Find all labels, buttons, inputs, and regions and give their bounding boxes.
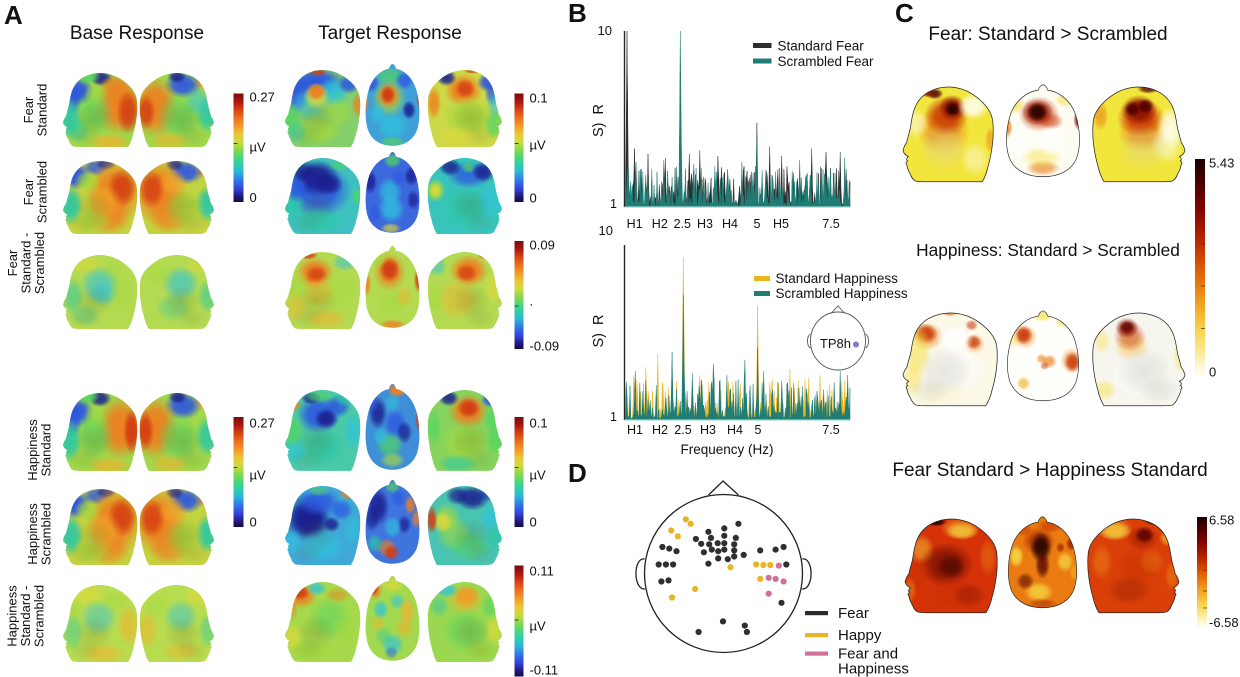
svg-text:-0.09: -0.09: [530, 338, 560, 353]
svg-text:-0.11: -0.11: [530, 662, 559, 677]
svg-text:0.27: 0.27: [250, 415, 275, 430]
svg-text:Fear: Fear: [21, 96, 36, 123]
svg-text:A: A: [4, 0, 23, 30]
svg-text:H4: H4: [727, 423, 743, 437]
svg-text:Fear: Standard > Scrambled: Fear: Standard > Scrambled: [928, 24, 1167, 45]
svg-text:0: 0: [250, 514, 257, 529]
svg-text:Scrambled: Scrambled: [35, 161, 50, 223]
svg-text:1: 1: [610, 410, 617, 424]
svg-text:D: D: [568, 458, 587, 488]
svg-text:0.1: 0.1: [530, 90, 548, 105]
svg-text:Happiness: Happiness: [5, 585, 20, 647]
svg-text:10: 10: [598, 23, 612, 38]
svg-text:µV: µV: [250, 139, 266, 154]
svg-text:Scrambled Fear: Scrambled Fear: [778, 54, 875, 69]
svg-text:S) R: S) R: [591, 104, 607, 137]
svg-text:5.43: 5.43: [1209, 155, 1234, 170]
svg-text:B: B: [568, 0, 587, 28]
svg-text:C: C: [895, 0, 914, 28]
svg-text:0: 0: [1209, 364, 1216, 379]
svg-text:H3: H3: [697, 217, 713, 231]
svg-text:0: 0: [530, 514, 537, 529]
svg-text:2.5: 2.5: [674, 423, 691, 437]
svg-text:Fear: Fear: [5, 249, 20, 276]
svg-text:Frequency (Hz): Frequency (Hz): [680, 442, 773, 457]
svg-text:H4: H4: [722, 217, 738, 231]
svg-text:10: 10: [599, 223, 613, 238]
svg-text:0.11: 0.11: [530, 563, 554, 578]
svg-text:H2: H2: [652, 423, 668, 437]
svg-text:Fear: Fear: [838, 605, 869, 622]
svg-text:H5: H5: [773, 217, 789, 231]
svg-text:5: 5: [755, 423, 762, 437]
svg-text:H3: H3: [700, 423, 716, 437]
svg-text:Base Response: Base Response: [70, 23, 204, 44]
svg-text:Scrambled Happiness: Scrambled Happiness: [776, 286, 908, 301]
svg-text:Scrambled: Scrambled: [32, 585, 47, 647]
svg-text:Target Response: Target Response: [318, 23, 462, 44]
svg-text:Scrambled: Scrambled: [39, 503, 54, 565]
svg-text:1: 1: [610, 197, 617, 211]
svg-text:H2: H2: [652, 217, 668, 231]
svg-text:Fear: Fear: [21, 178, 36, 205]
svg-text:Scrambled: Scrambled: [32, 232, 47, 294]
svg-text:TP8h: TP8h: [820, 336, 851, 351]
svg-text:.: .: [530, 293, 534, 308]
svg-text:Standard -: Standard -: [18, 586, 33, 647]
svg-text:0: 0: [530, 190, 537, 205]
svg-text:-6.58: -6.58: [1209, 615, 1239, 630]
svg-text:µV: µV: [530, 467, 546, 482]
svg-text:S) R: S) R: [591, 314, 607, 347]
svg-text:0: 0: [250, 190, 257, 205]
svg-text:Fear Standard > Happiness Stan: Fear Standard > Happiness Standard: [892, 460, 1207, 481]
svg-text:7.5: 7.5: [822, 217, 839, 231]
svg-text:Fear and: Fear and: [838, 646, 898, 663]
svg-text:Standard Happiness: Standard Happiness: [776, 271, 899, 286]
svg-text:µV: µV: [530, 618, 546, 633]
svg-text:Standard: Standard: [35, 84, 50, 137]
svg-text:0.09: 0.09: [530, 237, 555, 252]
svg-text:Standard -: Standard -: [19, 233, 34, 294]
svg-text:Happiness: Happiness: [838, 661, 909, 677]
svg-text:0.1: 0.1: [530, 415, 548, 430]
svg-text:Happiness: Happiness: [25, 503, 40, 565]
svg-text:H1: H1: [627, 217, 643, 231]
svg-text:Happy: Happy: [838, 627, 882, 644]
svg-text:6.58: 6.58: [1209, 512, 1234, 527]
svg-text:Happiness: Happiness: [25, 419, 40, 481]
svg-text:2.5: 2.5: [674, 217, 691, 231]
svg-text:Happiness: Standard > Scramble: Happiness: Standard > Scrambled: [916, 240, 1180, 260]
svg-text:Standard: Standard: [39, 424, 54, 477]
svg-text:7.5: 7.5: [822, 423, 839, 437]
svg-text:0.27: 0.27: [250, 89, 275, 104]
svg-text:Standard Fear: Standard Fear: [778, 39, 865, 54]
svg-text:µV: µV: [250, 467, 266, 482]
svg-text:5: 5: [754, 217, 761, 231]
svg-text:H1: H1: [627, 423, 643, 437]
svg-text:µV: µV: [530, 137, 546, 152]
